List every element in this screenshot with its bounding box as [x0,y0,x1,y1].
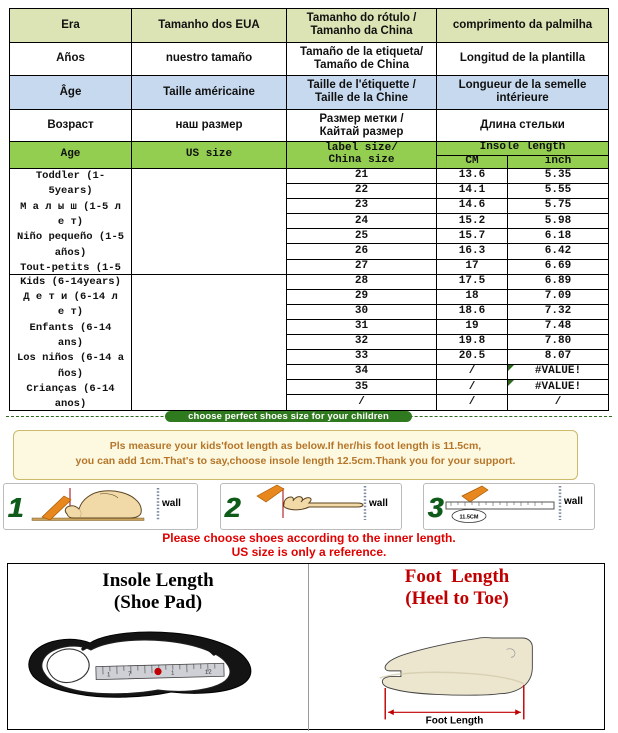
svg-text:12: 12 [205,670,212,676]
svg-text:11.5CM: 11.5CM [460,515,479,521]
svg-text:Foot Length: Foot Length [426,716,484,727]
